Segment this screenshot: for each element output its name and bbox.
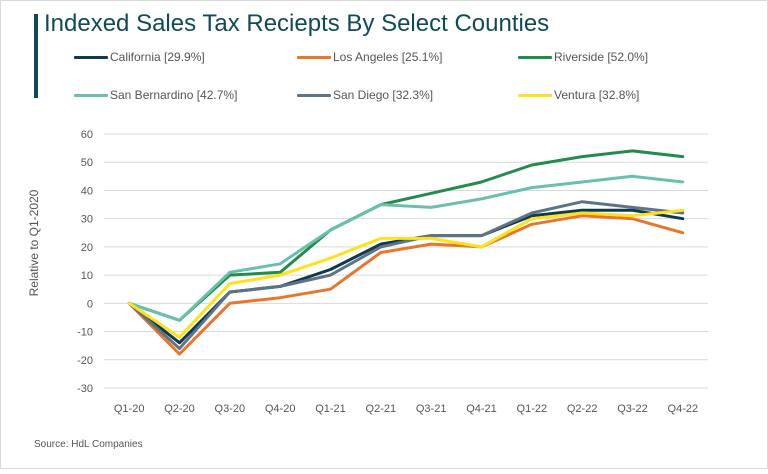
y-tick-label: 0: [87, 298, 93, 310]
x-tick-label: Q2-20: [164, 403, 195, 415]
x-tick-label: Q4-22: [668, 403, 699, 415]
y-tick-label: 40: [81, 185, 93, 197]
y-tick-label: -10: [77, 327, 93, 339]
legend-item-ventura: Ventura [32.8%]: [518, 86, 639, 104]
legend-swatch-los-angeles: [297, 55, 331, 59]
source-note: Source: HdL Companies: [34, 439, 143, 450]
x-tick-label: Q1-22: [517, 403, 548, 415]
x-tick-label: Q2-21: [366, 403, 397, 415]
x-tick-label: Q2-22: [567, 403, 598, 415]
y-tick-label: 20: [81, 242, 93, 254]
legend-item-los-angeles: Los Angeles [25.1%]: [297, 48, 442, 66]
chart-title: Indexed Sales Tax Reciepts By Select Cou…: [44, 10, 550, 37]
series-line: [127, 174, 685, 322]
y-tick-label: 60: [81, 129, 93, 141]
chart-legend: California [29.9%] Los Angeles [25.1%] R…: [74, 48, 744, 108]
series-line: [127, 200, 685, 350]
x-tick-label: Q1-20: [114, 403, 145, 415]
y-tick-label: 50: [81, 157, 93, 169]
series-line: [127, 214, 685, 356]
legend-swatch-california: [74, 55, 108, 59]
y-tick-label: -30: [77, 383, 93, 395]
title-accent-bar: [34, 14, 38, 98]
x-tick-label: Q3-22: [617, 403, 648, 415]
legend-label-riverside: Riverside [52.0%]: [554, 50, 649, 64]
y-tick-label: 10: [81, 270, 93, 282]
y-axis-label: Relative to Q1-2020: [27, 189, 41, 297]
legend-item-riverside: Riverside [52.0%]: [518, 48, 648, 66]
y-tick-label: 30: [81, 214, 93, 226]
legend-label-ventura: Ventura [32.8%]: [554, 88, 640, 102]
legend-item-san-diego: San Diego [32.3%]: [297, 86, 433, 104]
x-tick-label: Q1-21: [315, 403, 346, 415]
legend-label-san-bernardino: San Bernardino [42.7%]: [110, 88, 238, 102]
x-tick-label: Q3-20: [215, 403, 246, 415]
legend-label-san-diego: San Diego [32.3%]: [333, 88, 434, 102]
legend-label-los-angeles: Los Angeles [25.1%]: [333, 50, 443, 64]
legend-swatch-ventura: [518, 93, 552, 97]
legend-swatch-san-diego: [297, 93, 331, 97]
x-tick-label: Q4-20: [265, 403, 296, 415]
x-tick-label: Q3-21: [416, 403, 447, 415]
legend-item-california: California [29.9%]: [74, 48, 205, 66]
legend-swatch-san-bernardino: [74, 93, 108, 97]
x-tick-label: Q4-21: [466, 403, 497, 415]
legend-swatch-riverside: [518, 55, 552, 59]
series-line: [127, 149, 685, 322]
series-line: [127, 208, 685, 339]
legend-item-san-bernardino: San Bernardino [42.7%]: [74, 86, 237, 104]
legend-label-california: California [29.9%]: [110, 50, 205, 64]
y-tick-label: -20: [77, 355, 93, 367]
